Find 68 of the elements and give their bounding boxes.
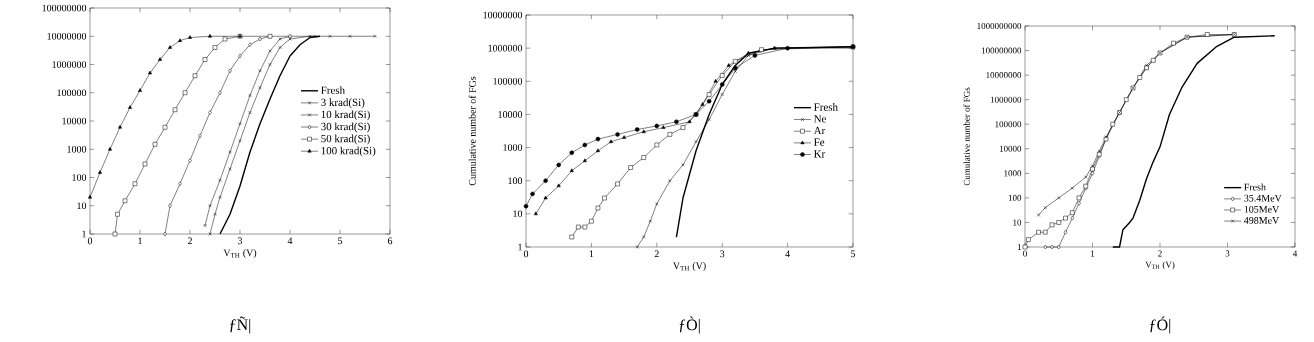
legend-label: 35.4MeV [1244,194,1282,202]
legend-label: Fresh [1244,183,1266,191]
x-tick-label: 3 [237,237,243,245]
y-tick-label: 1000 [503,144,523,151]
y-tick-label: 1 [1017,244,1021,250]
legend-label: 3 krad(Si) [321,98,365,109]
legend-label: Ne [813,115,827,123]
x-tick-label: 0 [87,237,93,245]
x-tick-label: 4 [1292,250,1298,257]
y-tick-label: 1000000000 [977,22,1022,30]
y-tick-label: 100 [72,174,87,181]
x-tick-label: 1 [589,250,594,258]
y-tick-label: 10000 [62,117,87,125]
y-tick-label: 10000000 [986,72,1022,79]
y-axis-title: Cumulative number of FGs [468,76,476,186]
x-tick-label: 0 [523,250,529,258]
text: ƒÓ| [1150,316,1171,334]
x-tick-label: 4 [785,250,790,258]
y-tick-label: 1000000 [990,96,1022,103]
y-tick-label: 100000 [995,121,1022,128]
x-axis-title: V$_{TH}$ (V) [1145,261,1175,270]
y-tick-label: 1000000 [488,44,523,52]
legend-label: Kr [813,150,826,158]
y-tick-label: 10000000 [47,32,87,40]
legend-label: Fresh [321,86,345,94]
y-tick-label: 10000000 [483,11,523,19]
legend-label: Fresh [813,103,838,111]
x-tick-label: 2 [654,250,659,258]
y-tick-label: 1000000 [52,61,87,68]
x-tick-label: 1 [1091,250,1095,257]
y-tick-label: 100000000 [42,4,87,12]
legend-label: 50 krad(Si) [321,134,370,145]
x-axis-title: V$_{TH}$ (V) [672,262,706,272]
legend-label: 105MeV [1244,205,1280,213]
legend-label: 498MeV [1244,217,1280,224]
legend-label: 100 krad(Si) [321,146,376,157]
x-tick-label: 2 [187,237,192,245]
x-tick-label: 3 [1225,250,1230,257]
text: ƒÑ| [230,316,251,334]
x-tick-label: 3 [720,250,725,258]
y-tick-label: 1 [518,243,522,251]
y-tick-label: 10 [513,210,523,218]
y-tick-label: 100 [508,177,523,185]
y-tick-label: 100000 [57,89,87,97]
legend-label: 30 krad(Si) [321,122,370,133]
y-tick-label: 10 [1013,219,1022,226]
x-tick-label: 5 [851,250,856,258]
x-tick-label: 2 [1158,250,1162,257]
text: ƒÒ| [679,316,700,334]
y-tick-label: 100000000 [981,47,1022,54]
legend-label: Fe [813,138,825,146]
x-tick-label: 4 [287,237,293,245]
y-tick-label: 10 [77,202,87,210]
y-tick-label: 1000 [67,145,87,153]
y-axis-title: Cumulative number of FGs [963,87,970,186]
y-tick-label: 100 [1008,194,1022,201]
x-tick-label: 5 [338,237,343,245]
y-tick-label: 1 [82,230,86,238]
y-tick-label: 100000 [493,77,523,85]
y-tick-label: 1000 [1004,170,1022,177]
y-tick-label: 10000 [999,145,1022,152]
y-tick-label: 10000 [498,111,523,118]
x-tick-label: 6 [387,237,393,245]
x-tick-label: 0 [1023,250,1027,257]
x-tick-label: 1 [138,237,142,245]
legend-label: Ar [813,126,826,135]
legend-label: 10 krad(Si) [321,110,370,121]
x-axis-title: V$_{TH}$ (V) [223,249,257,259]
